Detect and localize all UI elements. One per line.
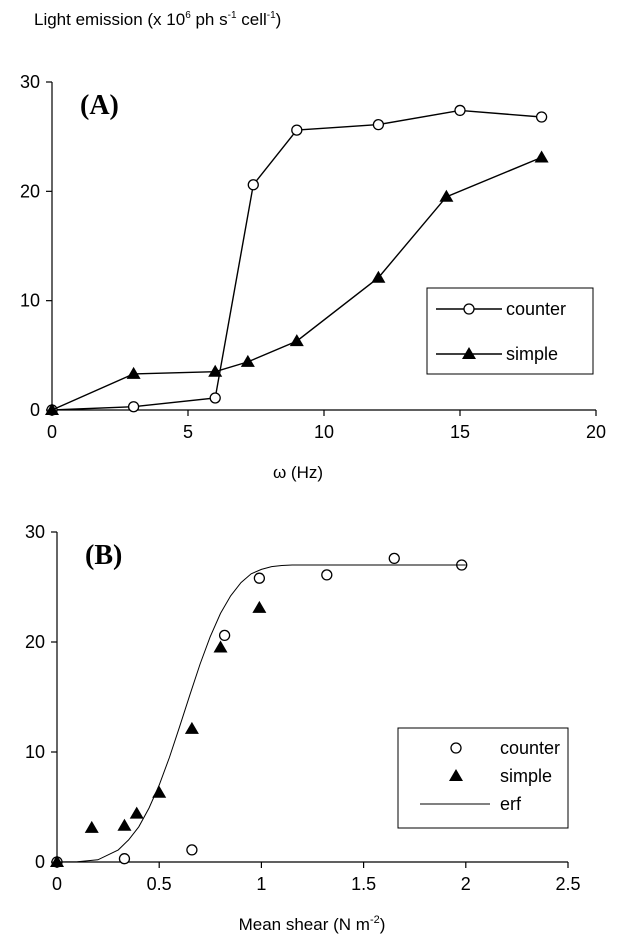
legend-marker-simple xyxy=(449,769,463,781)
legend-label-counter: counter xyxy=(506,299,566,319)
x-axis-title: ω (Hz) xyxy=(273,463,323,482)
y-axis-title-exp2: -1 xyxy=(227,10,237,21)
x-tick-label: 10 xyxy=(314,422,334,442)
data-point-counter xyxy=(321,569,333,581)
x-tick-label: 2 xyxy=(461,874,471,894)
y-tick-label: 30 xyxy=(25,522,45,542)
data-point-counter xyxy=(291,124,303,136)
x-tick-label: 2.5 xyxy=(555,874,580,894)
data-point-counter xyxy=(454,104,466,117)
x-tick-label: 5 xyxy=(183,422,193,442)
y-axis-title-exp1: 6 xyxy=(185,10,191,21)
y-axis-title-end: ) xyxy=(275,10,282,29)
data-point-counter xyxy=(388,552,400,565)
series-line-counter xyxy=(51,109,542,411)
data-point-simple xyxy=(184,721,199,734)
x-tick-label: 20 xyxy=(586,422,606,442)
x-tick-label: 0 xyxy=(47,422,57,442)
x-tick-label: 0.5 xyxy=(147,874,172,894)
data-point-counter xyxy=(535,111,548,123)
data-point-counter xyxy=(209,392,221,404)
series-erf xyxy=(56,564,466,863)
y-tick-label: 0 xyxy=(30,400,40,420)
data-point-simple xyxy=(45,403,59,415)
legend-label-simple: simple xyxy=(506,344,558,364)
series-line-erf xyxy=(56,564,466,863)
x-tick-label: 1.5 xyxy=(351,874,376,894)
panel-label: (B) xyxy=(85,540,122,571)
panel-label: (A) xyxy=(80,90,119,121)
data-point-simple xyxy=(240,354,255,367)
data-point-counter xyxy=(253,572,266,584)
data-point-simple xyxy=(152,785,167,798)
panel-a-chart: 0 10 20 30 0 5 10 15 20 (A) ω (Hz) counter simple xyxy=(20,72,606,482)
data-point-simple xyxy=(84,820,99,833)
panel-b-chart: 0 10 20 30 0 0.5 1 1.5 2 2.5 (B) Mean shear (N m-2)… xyxy=(25,522,581,934)
legend-label-counter: counter xyxy=(500,738,560,758)
y-axis-title: Light emission (x 106 ph s-1 cell-1) xyxy=(34,10,281,30)
data-point-counter xyxy=(118,853,131,865)
x-axis-title: Mean shear (N m-2) xyxy=(239,914,386,934)
x-tick-label: 15 xyxy=(450,422,470,442)
data-point-simple xyxy=(252,600,267,613)
data-point-counter xyxy=(247,179,259,191)
legend-label-simple: simple xyxy=(500,766,552,786)
legend: counter simple xyxy=(426,287,594,375)
data-point-simple xyxy=(534,150,549,163)
legend-marker-counter xyxy=(463,303,475,315)
data-point-counter xyxy=(127,401,140,413)
data-point-simple xyxy=(117,818,132,831)
data-point-simple xyxy=(213,640,228,653)
y-tick-label: 20 xyxy=(20,181,40,201)
x-axis-title-base: Mean shear (N m xyxy=(239,915,370,934)
data-point-simple xyxy=(371,270,386,283)
y-tick-label: 10 xyxy=(20,291,40,311)
legend-marker-counter xyxy=(450,742,462,754)
y-tick-label: 30 xyxy=(20,72,40,92)
series-simple xyxy=(45,150,549,415)
y-axis-title-exp3: -1 xyxy=(266,10,276,21)
series-simple xyxy=(50,600,267,867)
y-axis-title-mid2: cell xyxy=(236,10,267,29)
series-counter xyxy=(46,104,548,416)
legend-label-erf: erf xyxy=(500,794,522,814)
legend-box xyxy=(426,287,594,375)
data-point-counter xyxy=(186,844,198,856)
series-line-simple xyxy=(51,156,542,411)
series-counter xyxy=(51,552,468,868)
data-point-simple xyxy=(129,806,144,819)
y-tick-label: 10 xyxy=(25,742,45,762)
data-point-simple xyxy=(126,366,141,379)
data-point-counter xyxy=(372,118,385,131)
y-tick-label: 20 xyxy=(25,632,45,652)
x-tick-label: 1 xyxy=(256,874,266,894)
y-tick-label: 0 xyxy=(35,852,45,872)
x-axis-title-exp: -2 xyxy=(370,914,380,926)
x-axis-title-end: ) xyxy=(380,915,386,934)
data-point-simple xyxy=(289,334,304,347)
y-axis-title-base: Light emission (x 10 xyxy=(34,10,186,29)
legend: counter simple erf xyxy=(397,727,569,829)
data-point-simple xyxy=(439,189,454,202)
legend-box xyxy=(397,727,569,829)
data-point-counter xyxy=(218,629,231,642)
legend-marker-simple xyxy=(462,347,476,359)
y-axis-title-mid: ph s xyxy=(190,10,228,29)
data-point-simple xyxy=(50,855,64,867)
data-point-simple xyxy=(208,364,223,377)
x-tick-label: 0 xyxy=(52,874,62,894)
